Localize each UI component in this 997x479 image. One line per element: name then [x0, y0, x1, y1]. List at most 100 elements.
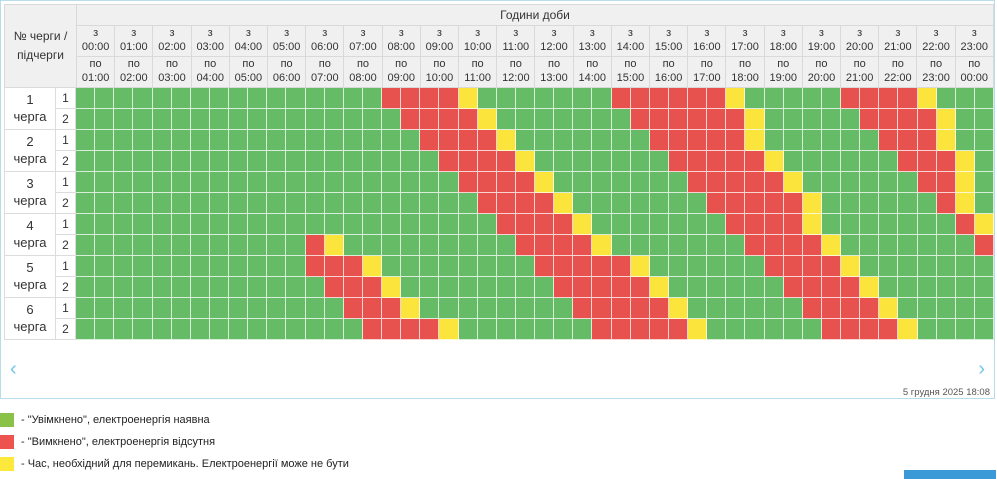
schedule-cell-on	[936, 235, 956, 256]
schedule-cell-on	[152, 88, 172, 109]
schedule-cell-on	[286, 277, 306, 298]
schedule-cell-on	[248, 214, 268, 235]
schedule-cell-on	[190, 214, 210, 235]
schedule-cell-on	[955, 319, 975, 340]
hour-header-cell: з 01:00 по 02:00	[115, 26, 154, 88]
hour-header-cell: з 04:00 по 05:00	[229, 26, 269, 88]
queue-band: 1 черга 1 2	[4, 88, 994, 130]
hour-to-label: по 11:00	[464, 58, 491, 84]
hour-to-label: по 12:00	[502, 58, 530, 84]
schedule-cell-on	[420, 172, 440, 193]
schedule-cell-on	[229, 88, 249, 109]
schedule-cell-on	[133, 88, 153, 109]
schedule-cell-on	[76, 151, 96, 172]
prev-page-button[interactable]: ‹	[10, 358, 17, 380]
schedule-cell-on	[477, 88, 497, 109]
schedule-cell-off	[898, 88, 918, 109]
legend-label-off: - "Вимкнено", електроенергія відсутня	[21, 436, 216, 448]
schedule-cell-off	[535, 193, 555, 214]
schedule-cell-on	[745, 277, 765, 298]
schedule-cell-on	[974, 298, 994, 319]
schedule-cell-on	[458, 235, 478, 256]
queue-label: 2 черга	[4, 130, 56, 172]
schedule-cell-on	[114, 235, 134, 256]
hour-header-cell: з 15:00 по 16:00	[650, 26, 689, 88]
schedule-cell-on	[439, 298, 459, 319]
schedule-cell-switching	[496, 130, 516, 151]
schedule-cell-on	[267, 319, 287, 340]
schedule-cell-off	[802, 256, 822, 277]
bottom-right-banner[interactable]	[904, 470, 996, 479]
schedule-cell-on	[630, 214, 650, 235]
schedule-cell-on	[688, 214, 708, 235]
schedule-cell-on	[668, 193, 688, 214]
hour-to-label: по 18:00	[731, 58, 759, 84]
schedule-cell-on	[458, 298, 478, 319]
schedule-cell-off	[649, 109, 669, 130]
schedule-cell-on	[974, 151, 994, 172]
schedule-cell-on	[209, 172, 229, 193]
subqueue-label: 2	[56, 319, 76, 340]
schedule-cell-off	[554, 214, 574, 235]
schedule-cell-on	[171, 193, 191, 214]
schedule-cell-on	[745, 88, 765, 109]
schedule-cell-on	[190, 151, 210, 172]
schedule-cell-switching	[936, 109, 956, 130]
schedule-cell-on	[420, 256, 440, 277]
schedule-row: 2	[56, 109, 994, 130]
schedule-cell-on	[936, 214, 956, 235]
subqueue-label: 2	[56, 193, 76, 214]
schedule-cell-on	[248, 277, 268, 298]
schedule-cell-off	[515, 172, 535, 193]
schedule-cell-switching	[515, 151, 535, 172]
schedule-cell-on	[76, 109, 96, 130]
schedule-cell-off	[611, 88, 631, 109]
legend-item-switching: - Час, необхідний для перемикань. Електр…	[0, 457, 349, 471]
schedule-cell-on	[496, 109, 516, 130]
hour-to-label: по 17:00	[693, 58, 721, 84]
schedule-cell-on	[936, 298, 956, 319]
schedule-cell-on	[439, 172, 459, 193]
schedule-cell-off	[802, 298, 822, 319]
hour-to-label: по 22:00	[884, 58, 912, 84]
schedule-cell-on	[152, 172, 172, 193]
hour-to-label: по 01:00	[81, 58, 110, 84]
schedule-cell-off	[382, 319, 402, 340]
schedule-row: 1	[56, 172, 994, 193]
schedule-row: 2	[56, 193, 994, 214]
schedule-cell-on	[573, 130, 593, 151]
schedule-cell-on	[783, 109, 803, 130]
schedule-cell-on	[726, 298, 746, 319]
schedule-cell-off	[420, 130, 440, 151]
schedule-cell-on	[879, 214, 899, 235]
schedule-cell-on	[95, 319, 115, 340]
schedule-cell-on	[611, 151, 631, 172]
schedule-cell-switching	[764, 151, 784, 172]
schedule-cell-off	[898, 109, 918, 130]
schedule-cell-off	[917, 130, 937, 151]
schedule-cell-switching	[879, 298, 899, 319]
schedule-cell-on	[974, 130, 994, 151]
schedule-cell-switching	[955, 193, 975, 214]
schedule-cell-on	[286, 235, 306, 256]
schedule-cell-on	[229, 214, 249, 235]
schedule-cell-on	[860, 256, 880, 277]
schedule-cell-on	[76, 298, 96, 319]
schedule-cell-off	[879, 319, 899, 340]
next-page-button[interactable]: ›	[978, 358, 985, 380]
schedule-cell-on	[649, 256, 669, 277]
schedule-cell-on	[898, 172, 918, 193]
schedule-cell-on	[343, 319, 363, 340]
hour-from-label: з 18:00	[764, 26, 802, 57]
schedule-cell-on	[362, 193, 382, 214]
schedule-cells	[76, 130, 994, 151]
schedule-cell-on	[860, 193, 880, 214]
schedule-cell-on	[286, 88, 306, 109]
schedule-cell-on	[133, 319, 153, 340]
schedule-cell-off	[477, 172, 497, 193]
schedule-cell-on	[324, 130, 344, 151]
schedule-cell-on	[133, 277, 153, 298]
schedule-cell-on	[343, 214, 363, 235]
schedule-cell-on	[496, 277, 516, 298]
schedule-cell-off	[496, 214, 516, 235]
